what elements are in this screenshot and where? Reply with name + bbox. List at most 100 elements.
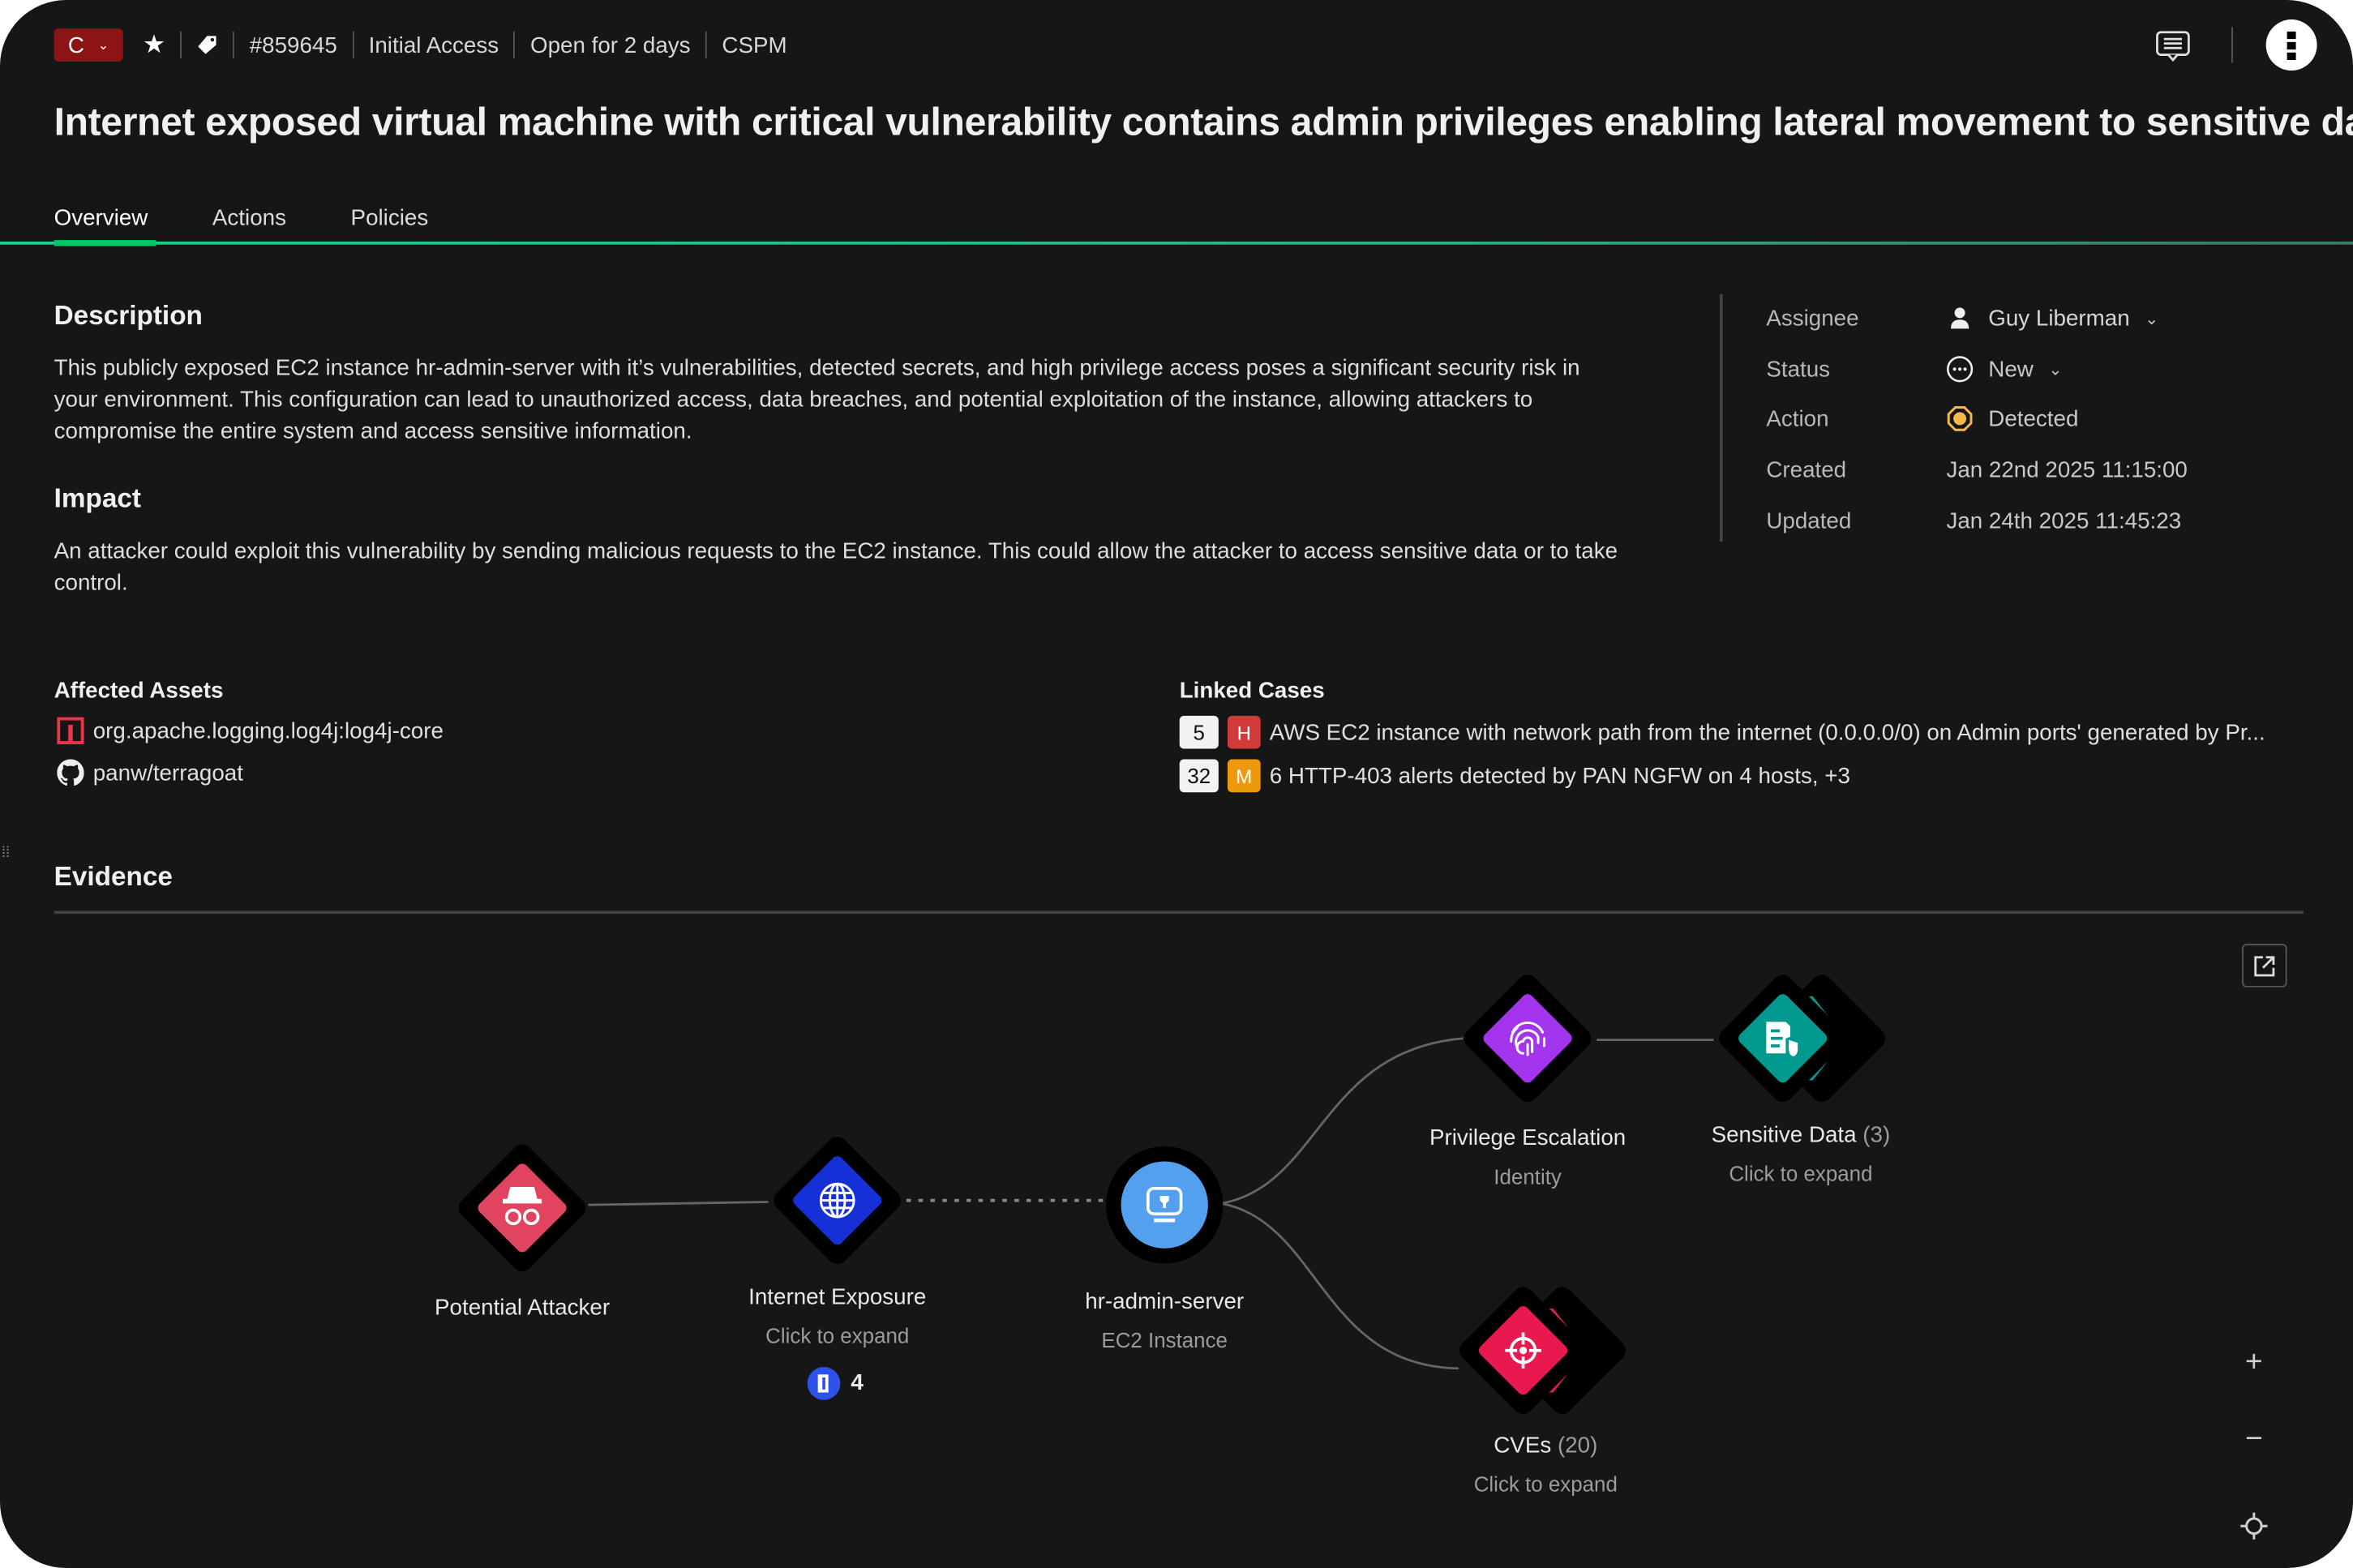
- linked-case-label: 6 HTTP-403 alerts detected by PAN NGFW o…: [1269, 763, 1850, 789]
- divider: [2231, 27, 2233, 63]
- tab-actions[interactable]: Actions: [212, 205, 286, 232]
- edge: [1221, 1202, 1459, 1370]
- ec2-icon: [1146, 1186, 1183, 1223]
- detected-icon: [1947, 406, 1973, 431]
- evidence-heading: Evidence: [54, 861, 173, 892]
- node-hr-admin-server[interactable]: [1106, 1146, 1224, 1264]
- severity-badge: H: [1227, 715, 1261, 749]
- edge: [1221, 1037, 1464, 1205]
- asset-item[interactable]: panw/terragoat: [57, 759, 243, 786]
- open-external-button[interactable]: [2242, 944, 2287, 987]
- github-icon: [57, 759, 84, 786]
- node-label: Privilege Escalation: [1429, 1125, 1627, 1151]
- node-label: CVEs (20): [1494, 1433, 1597, 1458]
- external-link-icon: [2254, 955, 2275, 976]
- tab-bar: Overview Actions Policies: [54, 206, 429, 231]
- tab-policies[interactable]: Policies: [350, 205, 429, 232]
- case-header-bar: C ⌄ ★ #859645 Initial Access Open for 2 …: [54, 28, 787, 62]
- edge: [588, 1201, 769, 1206]
- node-cves[interactable]: [1455, 1283, 1631, 1419]
- tab-overview[interactable]: Overview: [54, 205, 148, 232]
- impact-heading: Impact: [54, 482, 142, 513]
- star-icon[interactable]: ★: [142, 30, 166, 59]
- description-heading: Description: [54, 300, 203, 331]
- node-label: Potential Attacker: [435, 1295, 611, 1321]
- node-count: (3): [1862, 1122, 1891, 1148]
- description-text: This publicly exposed EC2 instance hr-ad…: [54, 355, 1580, 444]
- open-duration: Open for 2 days: [530, 32, 691, 58]
- action-value: Detected: [1988, 405, 2079, 432]
- case-count-badge: 5: [1179, 715, 1219, 749]
- divider: [233, 31, 235, 59]
- status-new-icon: [1947, 356, 1974, 383]
- action-row: Action Detected: [1766, 404, 2078, 434]
- maven-icon: [57, 717, 84, 744]
- affected-assets-heading: Affected Assets: [54, 678, 224, 705]
- node-title: CVEs: [1494, 1433, 1552, 1459]
- assignee-dropdown[interactable]: Guy Liberman ⌄: [1946, 306, 2158, 331]
- drag-handle-icon[interactable]: ⁞⁞: [1, 844, 11, 862]
- crosshair-icon: [1505, 1332, 1541, 1369]
- more-options-button[interactable]: [2265, 19, 2317, 71]
- divider: [513, 31, 516, 59]
- chevron-down-icon: ⌄: [2145, 310, 2159, 328]
- node-label: Sensitive Data (3): [1712, 1122, 1891, 1147]
- linked-case-label: AWS EC2 instance with network path from …: [1269, 719, 2265, 745]
- status-value: New: [1988, 356, 2034, 383]
- updated-label: Updated: [1766, 508, 1852, 533]
- node-sublabel[interactable]: Click to expand: [1473, 1472, 1618, 1497]
- tag-icon[interactable]: [197, 35, 218, 56]
- severity-dropdown[interactable]: C ⌄: [54, 28, 123, 62]
- exposure-count-badge[interactable]: [807, 1367, 841, 1400]
- linked-case-item[interactable]: 5 H AWS EC2 instance with network path f…: [1179, 715, 2265, 749]
- node-sublabel[interactable]: Click to expand: [1729, 1161, 1873, 1186]
- exposure-count: 4: [851, 1369, 864, 1396]
- case-count-badge: 32: [1179, 759, 1219, 793]
- node-title: Sensitive Data: [1711, 1122, 1857, 1148]
- node-label: Internet Exposure: [748, 1284, 927, 1310]
- divider: [180, 31, 182, 59]
- user-icon: [1951, 307, 1969, 329]
- severity-badge: M: [1227, 759, 1261, 793]
- recenter-button[interactable]: [2240, 1512, 2268, 1540]
- document-shield-icon: [1766, 1022, 1798, 1056]
- node-count: (20): [1557, 1433, 1598, 1459]
- category: Initial Access: [368, 32, 499, 58]
- node-label: hr-admin-server: [1085, 1288, 1245, 1315]
- status-row: Status New ⌄: [1766, 354, 2062, 384]
- fingerprint-icon: [1510, 1022, 1545, 1056]
- node-internet-exposure[interactable]: [769, 1133, 906, 1269]
- node-sublabel: Identity: [1494, 1164, 1562, 1189]
- divider: [352, 31, 354, 59]
- case-id: #859645: [249, 32, 337, 58]
- updated-value: Jan 24th 2025 11:45:23: [1946, 508, 2182, 533]
- evidence-divider: [54, 910, 2304, 915]
- severity-label: C: [67, 32, 84, 58]
- node-potential-attacker[interactable]: [454, 1140, 590, 1276]
- assignee-label: Assignee: [1766, 305, 1859, 332]
- node-sensitive-data[interactable]: [1715, 970, 1890, 1107]
- asset-label: panw/terragoat: [92, 760, 243, 786]
- node-sublabel[interactable]: Click to expand: [765, 1323, 910, 1347]
- more-vertical-icon: [2287, 31, 2296, 61]
- impact-text: An attacker could exploit this vulnerabi…: [54, 538, 1618, 596]
- zoom-out-button[interactable]: −: [2245, 1422, 2263, 1456]
- asset-item[interactable]: org.apache.logging.log4j:log4j-core: [57, 717, 444, 744]
- node-privilege-escalation[interactable]: [1459, 970, 1596, 1107]
- divider: [705, 31, 707, 59]
- assignee-value: Guy Liberman: [1988, 305, 2130, 332]
- globe-icon: [819, 1182, 855, 1219]
- source: CSPM: [722, 32, 787, 58]
- linked-case-item[interactable]: 32 M 6 HTTP-403 alerts detected by PAN N…: [1179, 759, 1850, 793]
- tab-underline: [0, 241, 2353, 245]
- updated-row: Updated Jan 24th 2025 11:45:23: [1766, 506, 2181, 536]
- comments-icon[interactable]: [2155, 30, 2191, 63]
- zoom-in-button[interactable]: +: [2245, 1346, 2263, 1379]
- created-value: Jan 22nd 2025 11:15:00: [1946, 456, 2188, 483]
- status-dropdown[interactable]: New ⌄: [1946, 356, 2062, 383]
- spy-icon: [503, 1186, 542, 1226]
- active-tab-indicator: [54, 240, 156, 246]
- chevron-down-icon: ⌄: [2048, 361, 2063, 379]
